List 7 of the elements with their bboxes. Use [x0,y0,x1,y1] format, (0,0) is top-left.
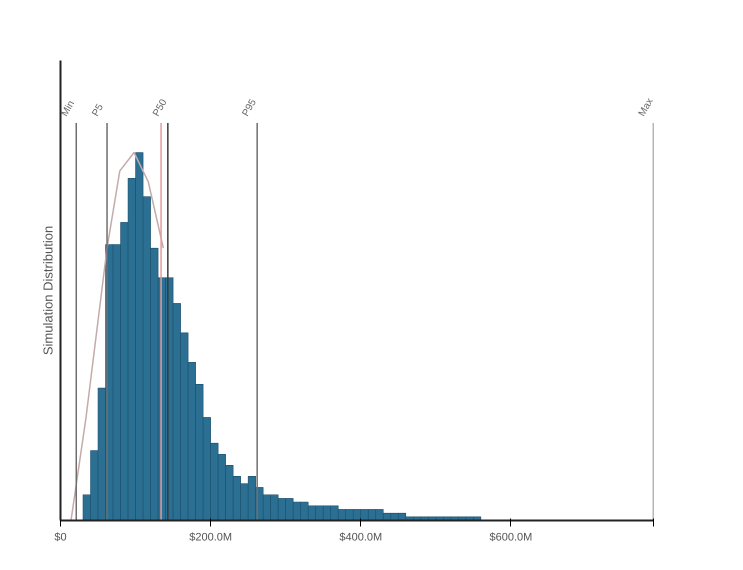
ref-line-label: P5 [90,102,106,118]
x-tick-label: $400.0M [339,532,382,544]
ref-line-label: Min [60,98,78,118]
x-tick-label: $600.0M [489,532,532,544]
y-axis-title: Simulation Distribution [40,226,56,356]
x-tick-label: $200.0M [189,532,232,544]
x-tick-label: $0 [54,532,67,544]
